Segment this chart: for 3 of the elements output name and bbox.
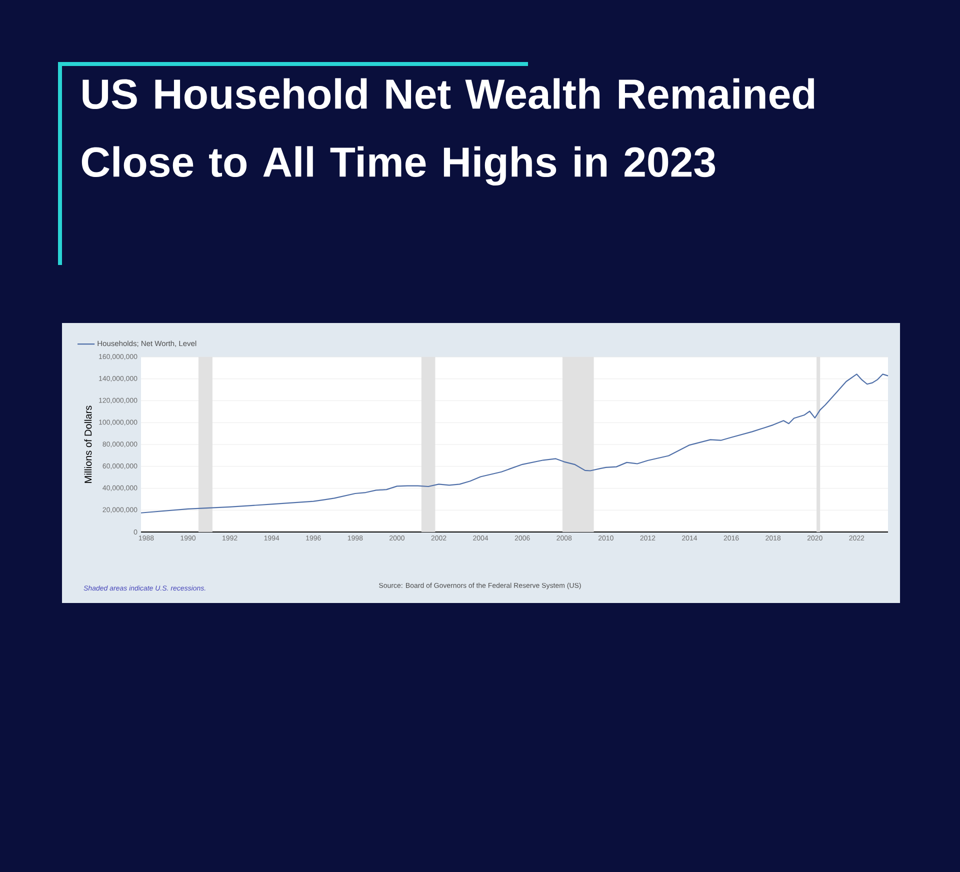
y-axis-title: Millions of Dollars [84, 406, 92, 483]
line-series [140, 374, 889, 514]
chart-title: US Household Net Wealth Remained Close to All Time Highs in 2023 [82, 78, 814, 186]
